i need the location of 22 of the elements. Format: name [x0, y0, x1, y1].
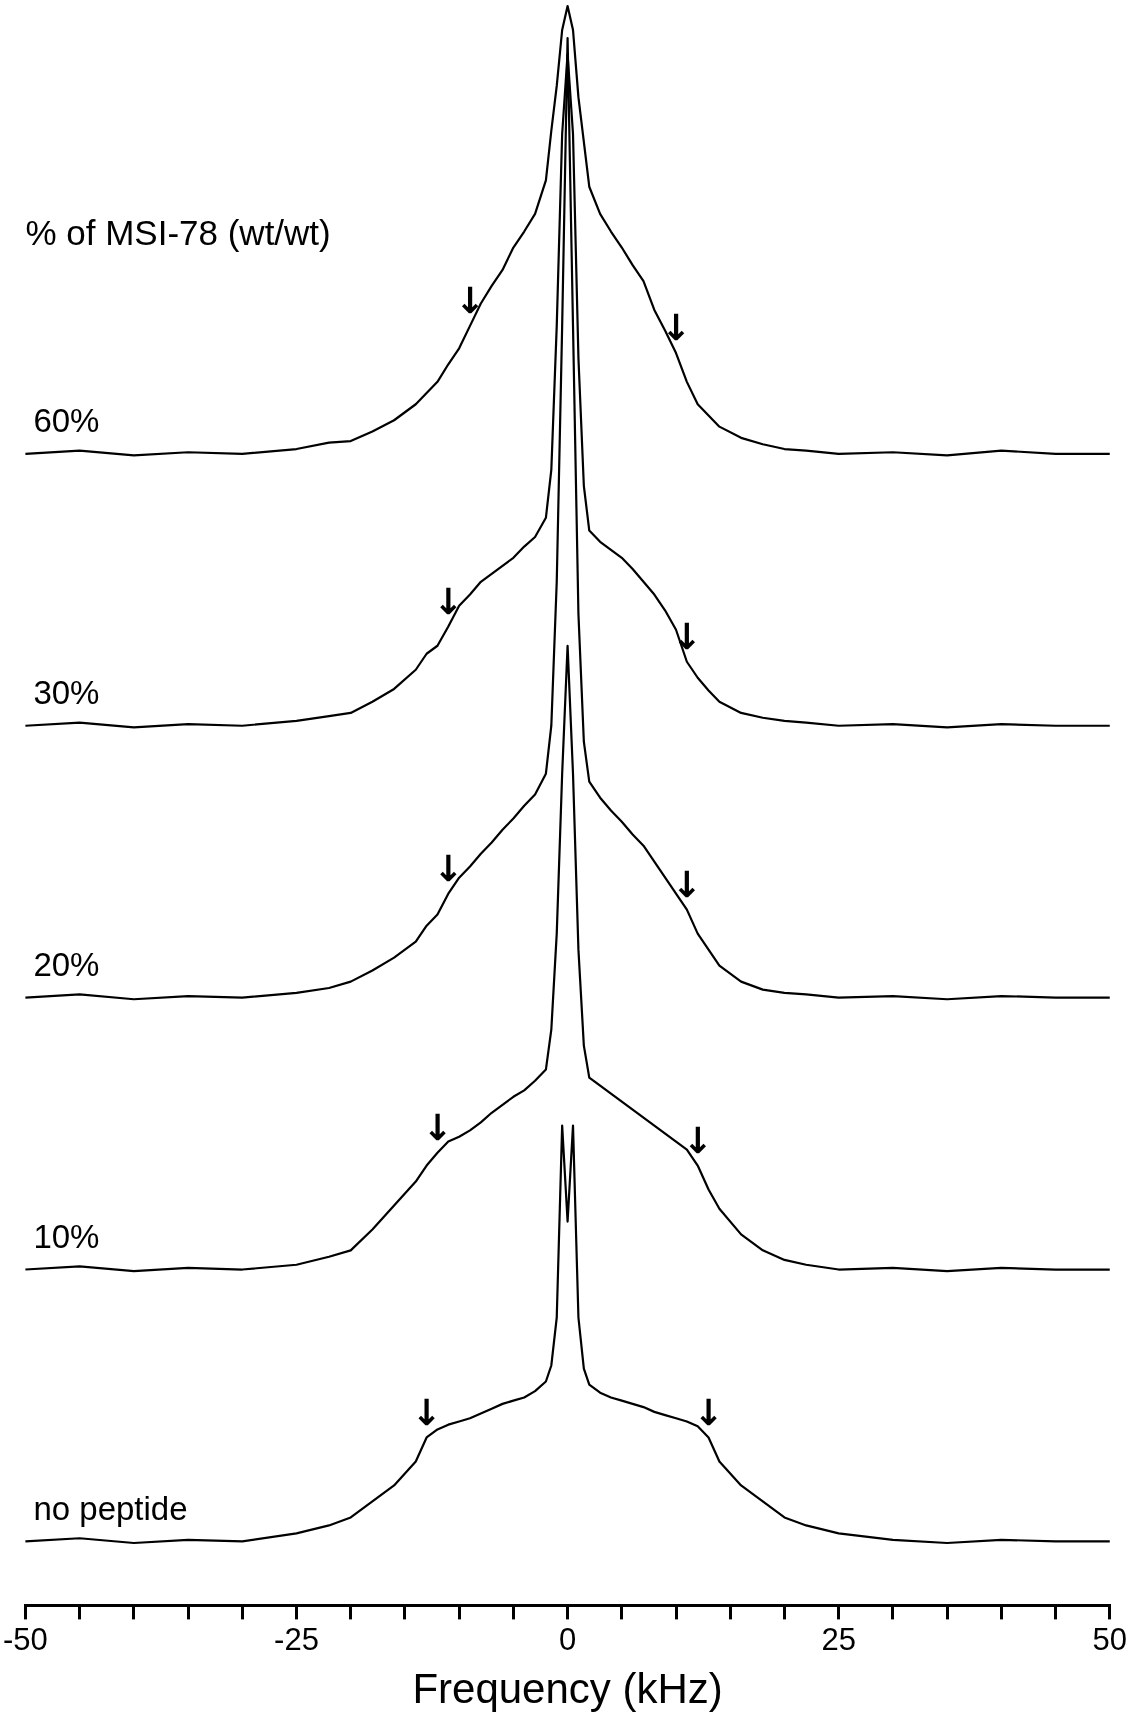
annotation: ↓: [433, 580, 464, 622]
annotation: ↓: [422, 1107, 453, 1149]
series-label: 30%: [33, 674, 100, 712]
annotation: ↓: [682, 1119, 713, 1161]
series-label: 60%: [33, 402, 100, 440]
x-tick-label: 0: [558, 1621, 577, 1657]
x-tick-label: 50: [1092, 1621, 1127, 1657]
annotation: % of MSI-78 (wt/wt): [25, 213, 331, 253]
series-label: 10%: [33, 1218, 100, 1256]
annotation: ↓: [660, 307, 692, 349]
annotation: ↓: [671, 616, 702, 658]
x-tick-label: -50: [3, 1621, 48, 1657]
x-tick-label: -25: [274, 1621, 319, 1657]
series-label: 20%: [33, 946, 100, 984]
annotation: ↓: [433, 848, 464, 890]
annotation: ↓: [411, 1391, 442, 1433]
x-axis-title: Frequency (kHz): [412, 1665, 723, 1713]
series-label: no peptide: [33, 1490, 188, 1528]
x-tick-label: 25: [821, 1621, 856, 1657]
annotation: ↓: [454, 280, 486, 322]
annotation: ↓: [671, 864, 702, 906]
annotation: ↓: [693, 1391, 724, 1433]
